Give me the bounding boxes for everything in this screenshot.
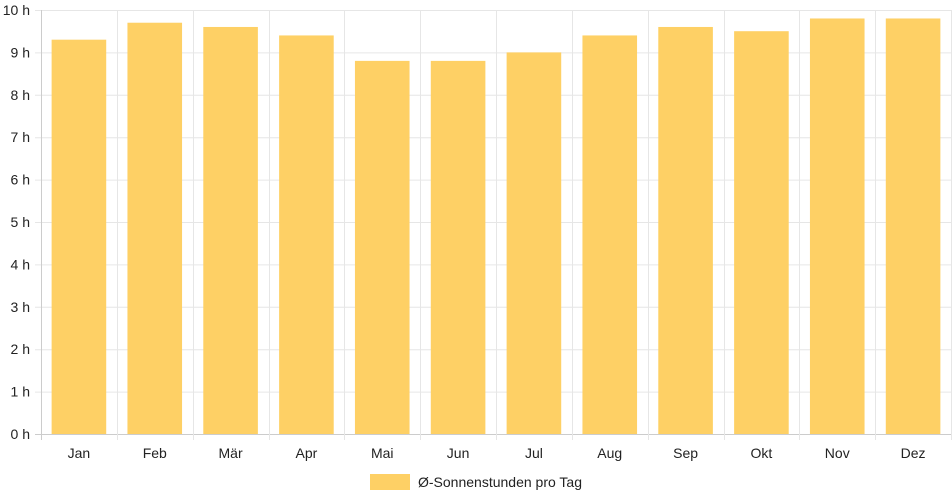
bar-mai[interactable]	[354, 60, 410, 434]
bar-feb[interactable]	[127, 22, 183, 434]
x-tick-label: Jun	[447, 445, 470, 461]
bar-sep[interactable]	[658, 26, 713, 435]
x-tick-label: Mai	[371, 445, 394, 461]
y-tick-label: 5 h	[11, 214, 30, 230]
x-tick-label: Mär	[219, 445, 243, 461]
y-tick-label: 4 h	[11, 256, 30, 272]
x-tick-label: Jan	[68, 445, 91, 461]
x-tick-label: Jul	[525, 445, 543, 461]
y-tick-label: 0 h	[11, 426, 30, 442]
bar-mär[interactable]	[203, 26, 258, 435]
bar-apr[interactable]	[279, 35, 334, 434]
y-tick-label: 6 h	[11, 172, 30, 188]
x-tick-label: Nov	[825, 445, 850, 461]
bar-dez[interactable]	[885, 18, 941, 434]
y-tick-label: 1 h	[11, 384, 30, 400]
x-tick-label: Aug	[597, 445, 622, 461]
y-tick-label: 8 h	[11, 87, 30, 103]
x-axis-ticks: Jan Feb Mär Apr Mai Jun Jul Aug Sep Okt Nov Dez	[68, 445, 926, 461]
bar-jun[interactable]	[430, 60, 486, 434]
x-tick-label: Dez	[901, 445, 926, 461]
legend[interactable]: Ø-Sonnenstunden pro Tag	[370, 474, 582, 490]
bar-jul[interactable]	[506, 52, 562, 435]
y-tick-label: 9 h	[11, 44, 30, 60]
x-tick-label: Feb	[143, 445, 167, 461]
bars	[51, 18, 941, 435]
y-tick-label: 7 h	[11, 129, 30, 145]
grid	[35, 10, 952, 440]
x-tick-label: Sep	[673, 445, 698, 461]
bar-jan[interactable]	[51, 39, 107, 435]
y-tick-label: 2 h	[11, 341, 30, 357]
x-tick-label: Apr	[296, 445, 318, 461]
bar-okt[interactable]	[734, 31, 789, 434]
y-axis-ticks: 0 h 1 h 2 h 3 h 4 h 5 h 6 h 7 h 8 h 9 h 10 h	[3, 2, 30, 442]
x-tick-label: Okt	[751, 445, 773, 461]
bar-nov[interactable]	[809, 18, 865, 434]
legend-label: Ø-Sonnenstunden pro Tag	[418, 474, 582, 490]
y-tick-label: 10 h	[3, 2, 30, 18]
bar-aug[interactable]	[582, 35, 638, 434]
legend-swatch	[370, 474, 410, 490]
y-tick-label: 3 h	[11, 299, 30, 315]
